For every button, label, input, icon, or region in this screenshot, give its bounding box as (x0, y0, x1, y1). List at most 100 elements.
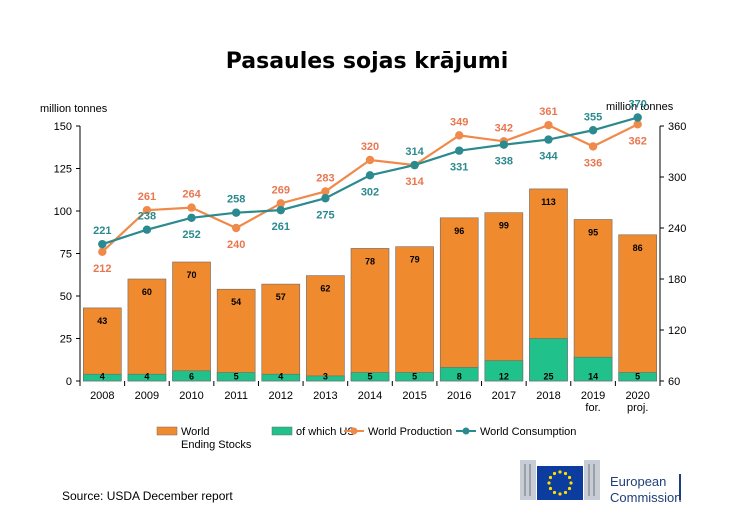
legend-swatch (156, 426, 178, 436)
point-world-consumption (455, 146, 464, 155)
bar-us-stocks (127, 373, 167, 382)
bar-ending-stocks (395, 246, 434, 382)
bar-ending-stocks (172, 261, 211, 382)
bar-us-stocks (216, 372, 256, 382)
logo-divider (679, 474, 681, 500)
label-world-production: 361 (539, 106, 557, 118)
bar-label-ending-stocks: 43 (97, 316, 107, 326)
label-world-production: 212 (93, 263, 111, 275)
label-world-consumption: 252 (182, 229, 200, 241)
bar-label-ending-stocks: 96 (454, 226, 464, 236)
bar-label-us-stocks: 25 (543, 372, 553, 382)
bar-ending-stocks (83, 307, 122, 382)
bar-label-us-stocks: 14 (588, 372, 598, 382)
bar-ending-stocks (261, 283, 301, 382)
left-tick-label: 50 (60, 291, 72, 303)
point-world-consumption (98, 239, 107, 249)
right-tick-label: 180 (668, 274, 686, 286)
label-world-production: 283 (316, 172, 334, 184)
point-world-consumption (544, 135, 553, 144)
eu-star (567, 486, 572, 491)
bar-label-ending-stocks: 62 (320, 284, 330, 294)
bar-label-ending-stocks: 70 (187, 270, 197, 280)
bar-label-us-stocks: 12 (499, 372, 509, 382)
x-tick-label: proj. (627, 402, 648, 414)
point-world-consumption (231, 208, 241, 217)
eu-star (558, 492, 562, 496)
bar-label-us-stocks: 5 (412, 372, 417, 382)
label-world-consumption: 261 (272, 221, 290, 233)
bar-ending-stocks (350, 248, 390, 382)
point-world-consumption (365, 171, 375, 180)
label-world-consumption: 258 (227, 194, 245, 206)
european-commission-logo: European Commission (520, 460, 682, 505)
bar-ending-stocks (216, 288, 256, 382)
bar-label-us-stocks: 5 (635, 372, 640, 382)
eu-star (548, 486, 553, 491)
label-world-consumption: 355 (584, 111, 602, 123)
right-tick-label: 360 (668, 121, 686, 133)
point-world-consumption (633, 113, 642, 122)
point-world-production (276, 199, 285, 208)
eu-star (552, 490, 557, 495)
legend-swatch (271, 426, 293, 436)
bar-ending-stocks (439, 217, 479, 382)
bar-label-ending-stocks: 60 (142, 287, 152, 297)
x-tick-label: for. (585, 402, 600, 414)
label-world-consumption: 238 (138, 211, 156, 223)
point-world-production (187, 203, 196, 212)
eu-star (563, 471, 568, 476)
x-tick-label: 2014 (358, 390, 382, 402)
bar-label-us-stocks: 4 (278, 372, 283, 382)
right-tick-label: 60 (668, 376, 680, 388)
x-tick-label: 2013 (313, 390, 337, 402)
label-world-consumption: 275 (316, 209, 334, 221)
bar-label-ending-stocks: 95 (588, 228, 598, 238)
point-world-consumption (410, 160, 419, 170)
x-tick-label: 2011 (224, 390, 248, 402)
berlaymont-icon (520, 460, 600, 500)
x-tick-label: 2019 (581, 390, 605, 402)
eu-star (558, 470, 562, 474)
bar-ending-stocks (618, 234, 657, 382)
label-world-production: 349 (450, 116, 468, 128)
right-tick-label: 300 (668, 172, 686, 184)
eu-star (563, 490, 568, 495)
bar-us-stocks (350, 372, 390, 382)
chart-title: Pasaules sojas krājumi (226, 49, 509, 74)
label-world-production: 269 (272, 184, 290, 196)
bar-label-us-stocks: 5 (234, 372, 239, 382)
point-world-production (633, 120, 642, 129)
x-tick-label: 2017 (492, 390, 516, 402)
label-world-production: 320 (361, 141, 379, 153)
bar-us-stocks (172, 370, 211, 382)
label-world-consumption: 338 (495, 156, 513, 168)
bar-label-us-stocks: 5 (367, 372, 372, 382)
legend-marker (462, 427, 470, 435)
bar-us-stocks (83, 373, 122, 382)
source-note: Source: USDA December report (62, 489, 233, 503)
bar-label-ending-stocks: 54 (231, 297, 241, 307)
bar-us-stocks (618, 372, 657, 382)
bar-label-us-stocks: 4 (144, 372, 149, 382)
bar-label-ending-stocks: 113 (541, 197, 556, 207)
bar-label-ending-stocks: 86 (633, 243, 643, 253)
label-world-production: 261 (138, 191, 156, 203)
x-tick-label: 2012 (269, 390, 293, 402)
point-world-production (588, 142, 598, 151)
right-tick-label: 240 (668, 223, 686, 235)
bar-label-ending-stocks: 57 (276, 292, 286, 302)
point-world-consumption (499, 140, 509, 149)
x-tick-label: 2020 (625, 390, 649, 402)
bar-label-us-stocks: 6 (189, 372, 194, 382)
legend-label: World Production (368, 426, 452, 438)
point-world-consumption (187, 213, 196, 222)
eu-stars-icon (547, 470, 573, 496)
bar-label-us-stocks: 8 (457, 372, 462, 382)
legend-label: Ending Stocks (181, 439, 252, 451)
eu-star (552, 471, 557, 476)
bar-ending-stocks (484, 212, 524, 382)
left-tick-label: 75 (60, 249, 72, 261)
eu-star (569, 481, 573, 485)
